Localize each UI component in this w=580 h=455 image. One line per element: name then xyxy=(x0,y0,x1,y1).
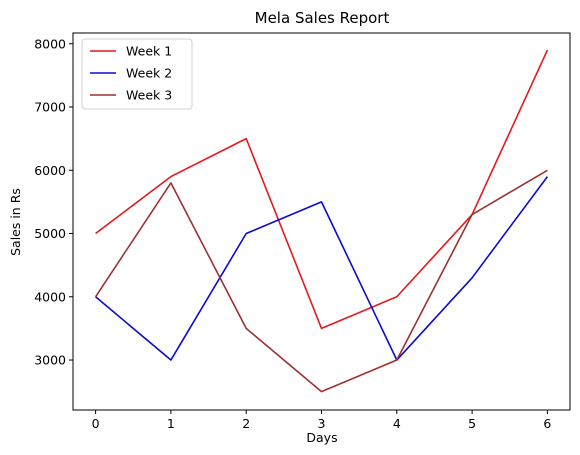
x-tick-label: 5 xyxy=(468,416,476,431)
legend-label-week-3: Week 3 xyxy=(126,88,172,103)
y-tick-label: 6000 xyxy=(34,163,66,178)
legend-label-week-1: Week 1 xyxy=(126,44,172,59)
y-tick-label: 8000 xyxy=(34,36,66,51)
y-tick-label: 7000 xyxy=(34,100,66,115)
x-tick-label: 1 xyxy=(167,416,175,431)
x-tick-label: 3 xyxy=(318,416,326,431)
x-axis: 0 1 2 3 4 5 6 xyxy=(92,410,551,431)
chart-title: Mela Sales Report xyxy=(255,9,390,27)
series-line-week-3 xyxy=(94,169,548,393)
legend-label-week-2: Week 2 xyxy=(126,66,172,81)
y-tick-label: 4000 xyxy=(34,289,66,304)
y-axis: 3000 4000 5000 6000 7000 8000 xyxy=(34,36,73,368)
x-tick-label: 2 xyxy=(242,416,250,431)
y-tick-label: 5000 xyxy=(34,226,66,241)
legend: Week 1 Week 2 Week 3 xyxy=(81,38,193,110)
x-tick-label: 6 xyxy=(543,416,551,431)
y-tick-label: 3000 xyxy=(34,353,66,368)
x-tick-label: 0 xyxy=(92,416,100,431)
y-axis-label: Sales in Rs xyxy=(8,188,23,256)
x-tick-label: 4 xyxy=(393,416,401,431)
x-axis-label: Days xyxy=(306,430,337,445)
series-line-week-2 xyxy=(95,176,549,361)
legend-box xyxy=(81,38,193,110)
